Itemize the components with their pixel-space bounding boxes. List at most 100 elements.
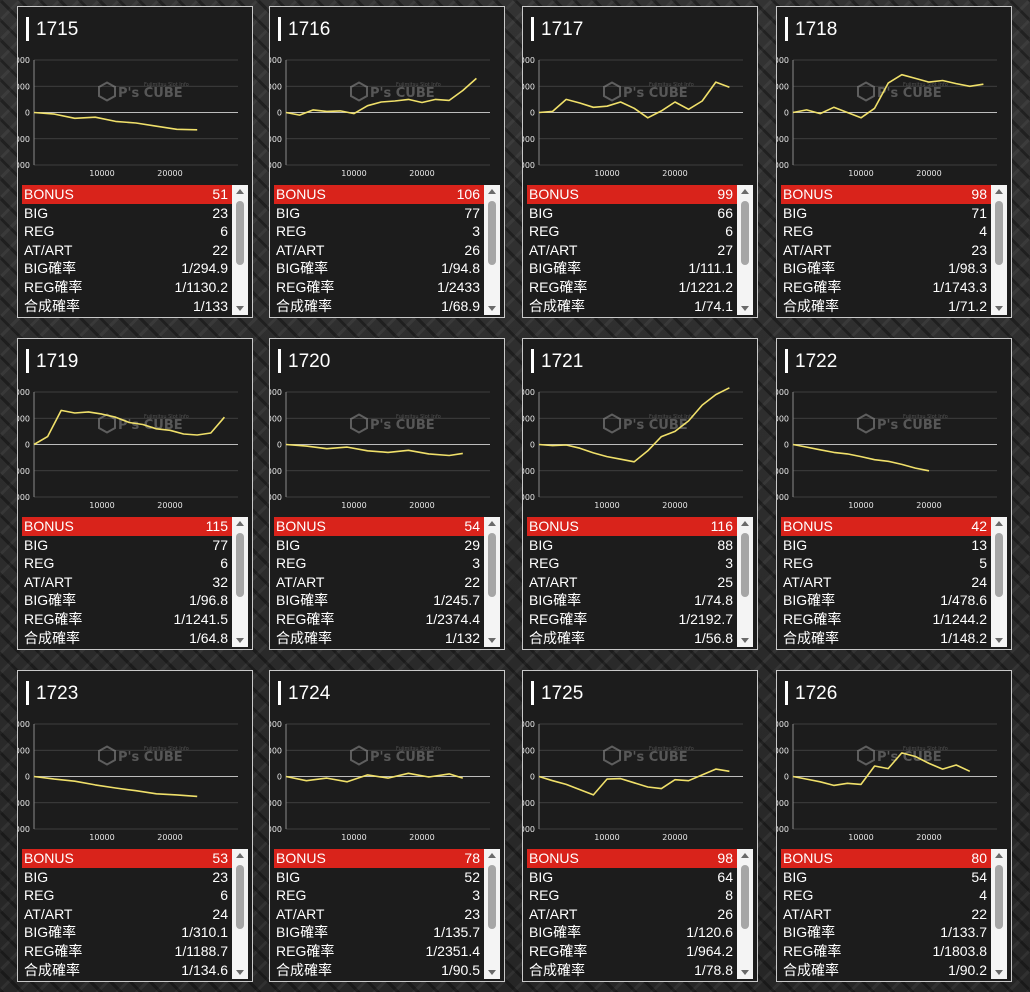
scroll-up-arrow-icon[interactable] <box>741 853 749 858</box>
watermark-text: P's CUBE <box>623 418 688 433</box>
stat-label: BIG <box>276 204 301 221</box>
x-tick-label: 20000 <box>662 833 687 842</box>
stats-list[interactable]: BONUS 98 BIG 71 REG 4 AT/ART 23 BIG確率 1/… <box>781 185 1007 315</box>
machine-card[interactable]: 1719 1000050000-5000-100001000020000P's … <box>17 338 253 650</box>
scroll-thumb[interactable] <box>236 865 244 929</box>
y-tick-label: 10000 <box>270 720 282 729</box>
stat-value: 42 <box>971 518 987 534</box>
scroll-up-arrow-icon[interactable] <box>995 521 1003 526</box>
scroll-down-arrow-icon[interactable] <box>236 970 244 975</box>
scroll-up-arrow-icon[interactable] <box>995 189 1003 194</box>
stats-scrollbar[interactable] <box>232 849 248 979</box>
scroll-up-arrow-icon[interactable] <box>236 189 244 194</box>
stat-value: 51 <box>212 186 228 202</box>
stat-row-total-rate: 合成確率 1/74.1 <box>527 297 753 316</box>
stats-scrollbar[interactable] <box>484 849 500 979</box>
scroll-thumb[interactable] <box>488 865 496 929</box>
scroll-up-arrow-icon[interactable] <box>741 189 749 194</box>
stats-scrollbar[interactable] <box>737 517 753 647</box>
x-tick-label: 10000 <box>594 833 619 842</box>
stats-scrollbar[interactable] <box>991 185 1007 315</box>
machine-number[interactable]: 1716 <box>278 17 330 41</box>
scroll-thumb[interactable] <box>488 201 496 265</box>
stat-label: REG確率 <box>783 278 842 295</box>
stats-list[interactable]: BONUS 54 BIG 29 REG 3 AT/ART 22 BIG確率 1/… <box>274 517 500 647</box>
scroll-down-arrow-icon[interactable] <box>488 970 496 975</box>
stats-list[interactable]: BONUS 115 BIG 77 REG 6 AT/ART 32 BIG確率 1… <box>22 517 248 647</box>
scroll-thumb[interactable] <box>741 533 749 597</box>
stats-scrollbar[interactable] <box>232 517 248 647</box>
scroll-down-arrow-icon[interactable] <box>995 970 1003 975</box>
machine-number[interactable]: 1725 <box>531 681 583 705</box>
stats-list[interactable]: BONUS 116 BIG 88 REG 3 AT/ART 25 BIG確率 1… <box>527 517 753 647</box>
scroll-up-arrow-icon[interactable] <box>995 853 1003 858</box>
stats-list[interactable]: BONUS 106 BIG 77 REG 3 AT/ART 26 BIG確率 1… <box>274 185 500 315</box>
scroll-thumb[interactable] <box>995 865 1003 929</box>
machine-number[interactable]: 1722 <box>785 349 837 373</box>
scroll-down-arrow-icon[interactable] <box>741 306 749 311</box>
machine-number[interactable]: 1723 <box>26 681 78 705</box>
stats-list[interactable]: BONUS 42 BIG 13 REG 5 AT/ART 24 BIG確率 1/… <box>781 517 1007 647</box>
stats-list[interactable]: BONUS 80 BIG 54 REG 4 AT/ART 22 BIG確率 1/… <box>781 849 1007 979</box>
scroll-up-arrow-icon[interactable] <box>488 521 496 526</box>
stats-scrollbar[interactable] <box>232 185 248 315</box>
stats-list[interactable]: BONUS 78 BIG 52 REG 3 AT/ART 23 BIG確率 1/… <box>274 849 500 979</box>
stats-list[interactable]: BONUS 53 BIG 23 REG 6 AT/ART 24 BIG確率 1/… <box>22 849 248 979</box>
y-tick-label: 0 <box>530 109 535 118</box>
scroll-thumb[interactable] <box>741 201 749 265</box>
scroll-down-arrow-icon[interactable] <box>995 306 1003 311</box>
stats-scrollbar[interactable] <box>991 517 1007 647</box>
scroll-down-arrow-icon[interactable] <box>488 306 496 311</box>
stats-scrollbar[interactable] <box>737 185 753 315</box>
scroll-up-arrow-icon[interactable] <box>236 853 244 858</box>
stats-scrollbar[interactable] <box>484 185 500 315</box>
machine-number[interactable]: 1718 <box>785 17 837 41</box>
stats-list[interactable]: BONUS 98 BIG 64 REG 8 AT/ART 26 BIG確率 1/… <box>527 849 753 979</box>
machine-number[interactable]: 1721 <box>531 349 583 373</box>
scroll-thumb[interactable] <box>995 201 1003 265</box>
watermark-text: P's CUBE <box>623 86 688 101</box>
machine-number[interactable]: 1717 <box>531 17 583 41</box>
series-line <box>33 409 226 446</box>
stats-scrollbar[interactable] <box>737 849 753 979</box>
machine-number[interactable]: 1720 <box>278 349 330 373</box>
stat-row-at: AT/ART 22 <box>274 573 500 592</box>
series-line <box>792 73 984 119</box>
scroll-down-arrow-icon[interactable] <box>236 638 244 643</box>
scroll-up-arrow-icon[interactable] <box>488 853 496 858</box>
scroll-down-arrow-icon[interactable] <box>488 638 496 643</box>
scroll-down-arrow-icon[interactable] <box>995 638 1003 643</box>
scroll-thumb[interactable] <box>236 533 244 597</box>
machine-number[interactable]: 1726 <box>785 681 837 705</box>
scroll-up-arrow-icon[interactable] <box>236 521 244 526</box>
stats-list[interactable]: BONUS 51 BIG 23 REG 6 AT/ART 22 BIG確率 1/… <box>22 185 248 315</box>
scroll-down-arrow-icon[interactable] <box>741 638 749 643</box>
machine-number[interactable]: 1724 <box>278 681 330 705</box>
machine-number[interactable]: 1719 <box>26 349 78 373</box>
stat-value: 1/1188.7 <box>174 942 228 959</box>
scroll-thumb[interactable] <box>995 533 1003 597</box>
scroll-up-arrow-icon[interactable] <box>741 521 749 526</box>
scroll-thumb[interactable] <box>488 533 496 597</box>
scroll-up-arrow-icon[interactable] <box>488 189 496 194</box>
scroll-thumb[interactable] <box>236 201 244 265</box>
scroll-thumb[interactable] <box>741 865 749 929</box>
machine-number[interactable]: 1715 <box>26 17 78 41</box>
stats-scrollbar[interactable] <box>991 849 1007 979</box>
stats-list[interactable]: BONUS 99 BIG 66 REG 6 AT/ART 27 BIG確率 1/… <box>527 185 753 315</box>
stat-row-reg-rate: REG確率 1/1188.7 <box>22 942 248 961</box>
scroll-down-arrow-icon[interactable] <box>741 970 749 975</box>
scroll-down-arrow-icon[interactable] <box>236 306 244 311</box>
stats-scrollbar[interactable] <box>484 517 500 647</box>
